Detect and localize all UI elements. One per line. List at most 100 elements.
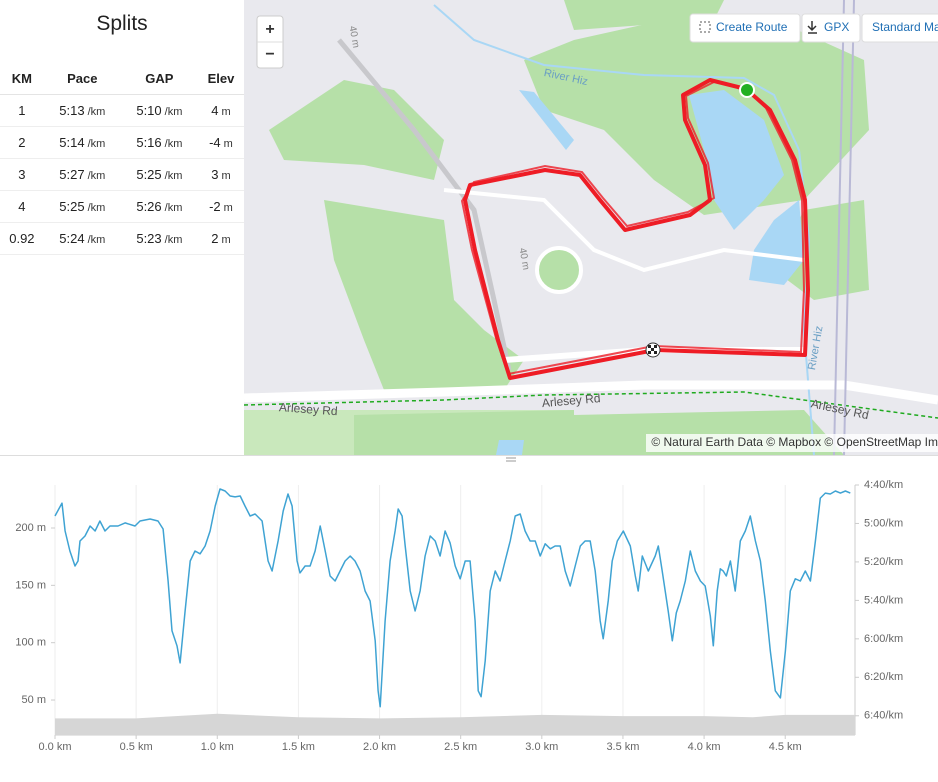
unit: /km — [87, 106, 106, 118]
split-cell: -2 m — [197, 190, 244, 223]
split-cell: 5:16/km — [120, 126, 198, 159]
split-cell: 5:24/km — [43, 222, 121, 255]
y2-tick-label: 6:00/km — [864, 633, 903, 645]
split-row: 3 5:27/km 5:25/km 3 m — [0, 158, 244, 191]
split-cell: 5:23/km — [120, 222, 198, 255]
x-tick-label: 0.0 km — [38, 741, 71, 753]
unit: /km — [87, 138, 106, 150]
split-row: 4 5:25/km 5:26/km -2 m — [0, 190, 244, 223]
unit: /km — [164, 170, 183, 182]
split-cell: 4 — [0, 190, 44, 223]
map-label: 40 m — [516, 247, 531, 271]
split-km: 2 — [18, 135, 26, 150]
y2-tick-label: 5:40/km — [864, 594, 903, 606]
y2-tick-label: 4:40/km — [864, 479, 903, 491]
split-pace: 5:27 — [59, 167, 85, 182]
unit: /km — [87, 234, 106, 246]
split-elev: 2 — [211, 231, 219, 246]
y-tick-label: 150 m — [15, 579, 46, 591]
split-cell: 0.92 — [0, 222, 44, 255]
splits-table: KM Pace GAP Elev 1 5:13/km 5:10/km 4 m 2 5:14/km 5… — [0, 62, 244, 255]
split-elev: -4 — [209, 135, 221, 150]
split-gap: 5:10 — [136, 103, 162, 118]
unit: m — [221, 170, 231, 182]
split-pace: 5:13 — [59, 103, 85, 118]
column-header: Elev — [197, 62, 244, 95]
pace-line — [54, 488, 851, 708]
column-header: Pace — [43, 62, 121, 95]
split-cell: 3 — [0, 158, 44, 191]
x-tick-label: 0.5 km — [120, 741, 153, 753]
elevation-area — [55, 713, 855, 735]
map-label: 40 m — [346, 25, 361, 49]
unit: /km — [164, 138, 183, 150]
unit: /km — [164, 202, 183, 214]
zoom-in[interactable]: + — [265, 21, 274, 38]
split-cell: 5:13/km — [43, 94, 121, 127]
unit: /km — [87, 202, 106, 214]
split-gap: 5:26 — [136, 199, 162, 214]
split-cell: 5:27/km — [43, 158, 121, 191]
elevation-pace-chart: 0.0 km 0.5 km 1.0 km 1.5 km 2.0 km 2.5 km 3.0 … — [15, 479, 903, 753]
split-km: 4 — [18, 199, 26, 214]
x-tick-label: 1.5 km — [282, 741, 315, 753]
header-row: KM Pace GAP Elev — [0, 62, 244, 95]
unit: m — [221, 234, 231, 246]
x-tick-label: 1.0 km — [201, 741, 234, 753]
gpx-button[interactable]: GPX — [824, 20, 849, 34]
split-cell: 5:25/km — [43, 190, 121, 223]
map-label: Arlesey Rd — [279, 400, 339, 418]
unit: m — [223, 202, 233, 214]
y-tick-label: 100 m — [15, 637, 46, 649]
split-cell: 1 — [0, 94, 44, 127]
y-tick-label: 200 m — [15, 522, 46, 534]
x-tick-label: 3.5 km — [606, 741, 639, 753]
split-cell: 5:26/km — [120, 190, 198, 223]
unit: m — [221, 106, 231, 118]
x-tick-label: 3.0 km — [525, 741, 558, 753]
split-cell: 5:25/km — [120, 158, 198, 191]
y2-tick-label: 5:20/km — [864, 556, 903, 568]
x-tick-label: 2.5 km — [444, 741, 477, 753]
split-cell: 5:14/km — [43, 126, 121, 159]
create-route-button[interactable]: Create Route — [716, 20, 788, 34]
map-attribution[interactable]: © Natural Earth Data © Mapbox © OpenStre… — [651, 435, 938, 449]
split-elev: 4 — [211, 103, 219, 118]
column-header: KM — [0, 62, 44, 95]
split-cell: -4 m — [197, 126, 244, 159]
split-cell: 2 — [0, 126, 44, 159]
y2-tick-label: 6:20/km — [864, 671, 903, 683]
unit: /km — [87, 170, 106, 182]
y-tick-label: 50 m — [22, 694, 46, 706]
unit: /km — [164, 106, 183, 118]
splits-panel: Splits KM Pace GAP Elev 1 5:13/km 5:10/km 4 m 2 5… — [0, 0, 244, 455]
split-pace: 5:25 — [59, 199, 85, 214]
y2-tick-label: 5:00/km — [864, 517, 903, 529]
x-tick-label: 4.5 km — [769, 741, 802, 753]
splits-body: 1 5:13/km 5:10/km 4 m 2 5:14/km 5:16/km -4 m 3 5:27… — [0, 94, 244, 255]
split-elev: 3 — [211, 167, 219, 182]
split-row: 1 5:13/km 5:10/km 4 m — [0, 94, 244, 127]
split-gap: 5:23 — [136, 231, 162, 246]
split-row: 2 5:14/km 5:16/km -4 m — [0, 126, 244, 159]
split-km: 3 — [18, 167, 26, 182]
map-label: Arlesey Rd — [541, 391, 601, 410]
split-km: 0.92 — [9, 231, 35, 246]
resize-divider[interactable] — [0, 455, 938, 464]
split-gap: 5:25 — [136, 167, 162, 182]
split-gap: 5:16 — [136, 135, 162, 150]
split-pace: 5:14 — [59, 135, 85, 150]
x-tick-label: 2.0 km — [363, 741, 396, 753]
x-tick-label: 4.0 km — [688, 741, 721, 753]
map-style-button[interactable]: Standard Ma — [872, 20, 938, 34]
unit: /km — [164, 234, 183, 246]
splits-title: Splits — [96, 12, 148, 35]
split-pace: 5:24 — [59, 231, 85, 246]
zoom-out[interactable]: − — [265, 46, 274, 63]
map[interactable]: + − Create Route GPX Standard Ma River H… — [244, 0, 938, 455]
y2-tick-label: 6:40/km — [864, 710, 903, 722]
